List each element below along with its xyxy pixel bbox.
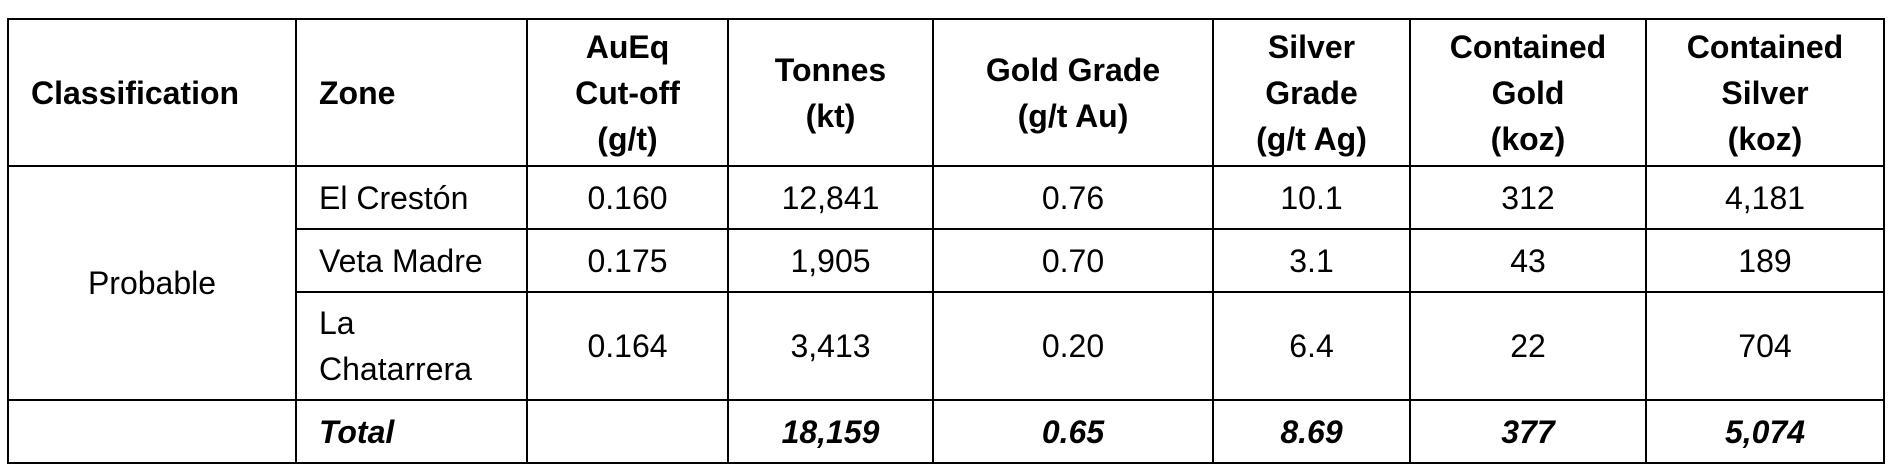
header-gold-grade: Gold Grade (g/t Au) xyxy=(932,18,1214,167)
contained-silver-cell: 4,181 xyxy=(1645,165,1885,230)
header-contained-gold: Contained Gold (koz) xyxy=(1409,18,1647,167)
header-silver-grade: Silver Grade (g/t Ag) xyxy=(1212,18,1411,167)
table-row: Probable El Crestón 0.160 12,841 0.76 10… xyxy=(7,165,1885,401)
cutoff-cell: 0.175 xyxy=(526,228,729,293)
total-contained-gold-cell: 377 xyxy=(1409,399,1647,464)
header-cutoff: AuEq Cut-off (g/t) xyxy=(526,18,729,167)
silver-grade-cell: 10.1 xyxy=(1212,165,1411,230)
cutoff-cell: 0.164 xyxy=(526,291,729,401)
contained-silver-cell: 704 xyxy=(1645,291,1885,401)
total-spacer-cell xyxy=(7,399,297,464)
header-row: Classification Zone AuEq Cut-off (g/t) Ton… xyxy=(7,18,1885,167)
tonnes-cell: 3,413 xyxy=(727,291,934,401)
header-contained-silver: Contained Silver (koz) xyxy=(1645,18,1885,167)
gold-grade-cell: 0.76 xyxy=(932,165,1214,230)
total-row: Total 18,159 0.65 8.69 377 5,074 xyxy=(7,399,1885,464)
gold-grade-cell: 0.20 xyxy=(932,291,1214,401)
zone-cell: Veta Madre xyxy=(295,228,528,293)
total-contained-silver-cell: 5,074 xyxy=(1645,399,1885,464)
classification-cell: Probable xyxy=(7,165,297,401)
zone-cell: El Crestón xyxy=(295,165,528,230)
silver-grade-cell: 6.4 xyxy=(1212,291,1411,401)
zone-cell: La Chatarrera xyxy=(295,291,528,401)
mineral-reserve-table: Classification Zone AuEq Cut-off (g/t) Ton… xyxy=(7,18,1885,464)
header-tonnes: Tonnes (kt) xyxy=(727,18,934,167)
cutoff-cell: 0.160 xyxy=(526,165,729,230)
tonnes-cell: 12,841 xyxy=(727,165,934,230)
total-label: Total xyxy=(295,399,528,464)
contained-silver-cell: 189 xyxy=(1645,228,1885,293)
total-gold-grade-cell: 0.65 xyxy=(932,399,1214,464)
total-tonnes-cell: 18,159 xyxy=(727,399,934,464)
table-row: La Chatarrera 0.164 3,413 0.20 6.4 22 704 xyxy=(8,291,1885,401)
silver-grade-cell: 3.1 xyxy=(1212,228,1411,293)
total-cutoff-cell xyxy=(526,399,729,464)
gold-grade-cell: 0.70 xyxy=(932,228,1214,293)
contained-gold-cell: 22 xyxy=(1409,291,1647,401)
tonnes-cell: 1,905 xyxy=(727,228,934,293)
header-zone: Zone xyxy=(295,18,528,167)
table-row: Veta Madre 0.175 1,905 0.70 3.1 43 189 xyxy=(8,228,1885,293)
contained-gold-cell: 43 xyxy=(1409,228,1647,293)
contained-gold-cell: 312 xyxy=(1409,165,1647,230)
total-silver-grade-cell: 8.69 xyxy=(1212,399,1411,464)
header-classification: Classification xyxy=(7,18,297,167)
